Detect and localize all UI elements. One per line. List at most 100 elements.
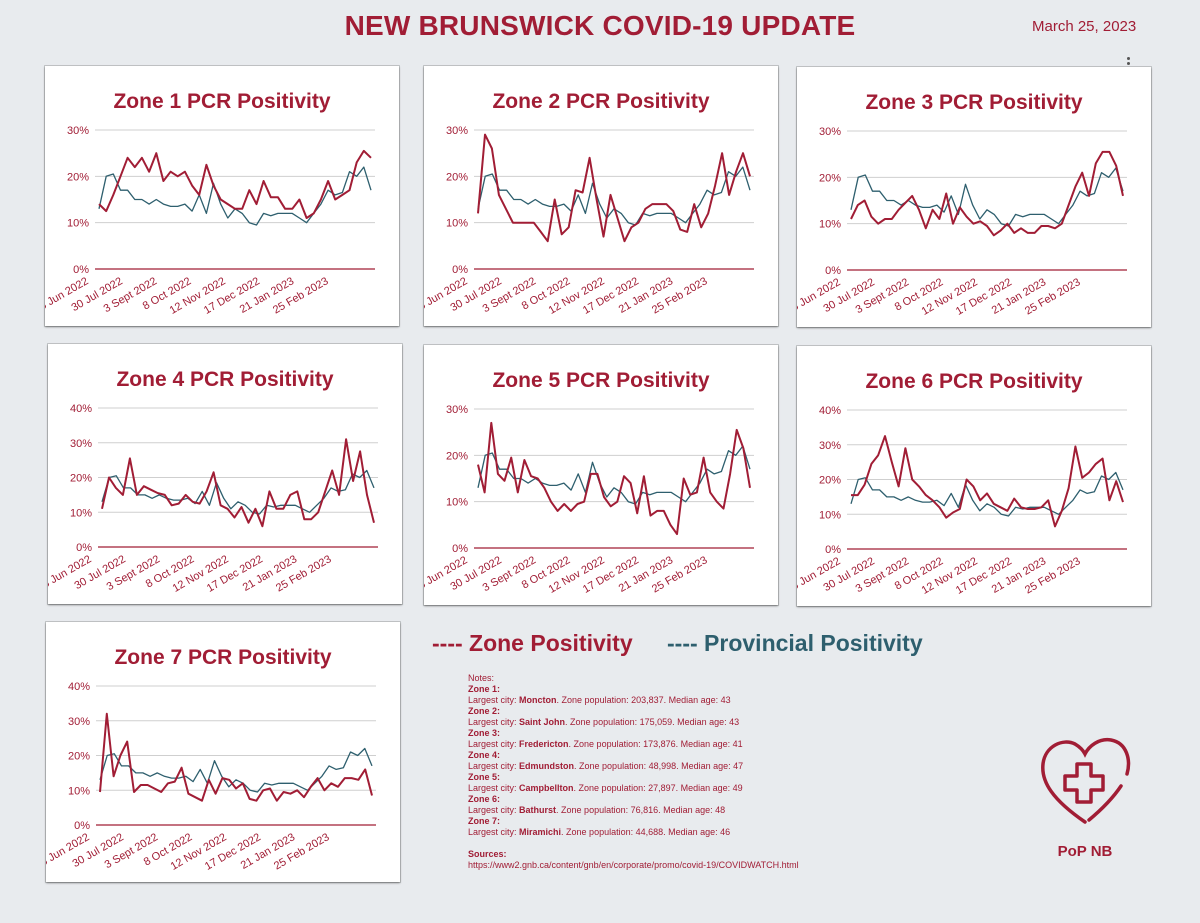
chart-title: Zone 6 PCR Positivity [865, 370, 1082, 393]
notes-zone-detail: Largest city: Miramichi. Zone population… [468, 827, 898, 838]
notes-zone-7: Zone 7: Largest city: Miramichi. Zone po… [468, 816, 898, 838]
provincial-positivity-line [477, 445, 751, 505]
chart-card-zone-4: Zone 4 PCR Positivity 0% 10% 20% 30% 40% 25 Ju… [48, 344, 402, 604]
y-tick-label: 0% [825, 544, 841, 556]
notes-city: Miramichi [519, 827, 562, 837]
notes-city: Saint John [519, 717, 566, 727]
provincial-positivity-line [101, 469, 375, 515]
notes-zone-label: Zone 3: [468, 728, 501, 738]
y-tick-label: 0% [76, 542, 92, 554]
notes-panel: Notes: Zone 1: Largest city: Moncton. Zo… [468, 673, 898, 871]
chart-title: Zone 3 PCR Positivity [865, 91, 1082, 114]
y-tick-label: 30% [68, 716, 90, 728]
notes-zone-detail: Largest city: Saint John. Zone populatio… [468, 717, 898, 728]
notes-zone-label: Zone 4: [468, 750, 501, 760]
zone-positivity-line [477, 421, 751, 536]
y-tick-label: 30% [446, 404, 468, 416]
notes-prefix: Largest city: [468, 739, 520, 749]
chart-card-zone-3: Zone 3 PCR Positivity 0% 10% 20% 30% 25 Jun 2… [797, 67, 1151, 327]
provincial-positivity-line [850, 167, 1124, 227]
y-tick-label: 20% [68, 751, 90, 763]
y-tick-label: 20% [446, 171, 468, 183]
notes-city: Bathurst [519, 805, 557, 815]
notes-zone-detail: Largest city: Edmundston. Zone populatio… [468, 761, 898, 772]
notes-suffix: . Zone population: 173,876. Median age: … [568, 739, 743, 749]
chart-card-zone-7: Zone 7 PCR Positivity 0% 10% 20% 30% 40% 25 Ju… [46, 622, 400, 882]
y-tick-label: 0% [452, 543, 468, 555]
notes-zone-detail: Largest city: Fredericton. Zone populati… [468, 739, 898, 750]
chart-card-zone-2: Zone 2 PCR Positivity 0% 10% 20% 30% 25 Jun 2… [424, 66, 778, 326]
notes-suffix: . Zone population: 48,998. Median age: 4… [574, 761, 744, 771]
notes-prefix: Largest city: [468, 717, 520, 727]
legend-zone-positivity: ---- Zone Positivity [432, 630, 633, 656]
y-tick-label: 10% [819, 219, 841, 231]
chart-title: Zone 2 PCR Positivity [492, 90, 709, 113]
y-tick-label: 40% [70, 403, 92, 415]
sources-link[interactable]: https://www2.gnb.ca/content/gnb/en/corpo… [468, 860, 799, 870]
notes-suffix: . Zone population: 175,059. Median age: … [565, 717, 740, 727]
provincial-positivity-line [850, 471, 1124, 517]
notes-suffix: . Zone population: 27,897. Median age: 4… [573, 783, 743, 793]
y-tick-label: 10% [446, 497, 468, 509]
page-title: NEW BRUNSWICK COVID-19 UPDATE [344, 10, 856, 41]
notes-heading: Notes: [468, 673, 495, 683]
provincial-positivity-line [98, 166, 372, 226]
notes-zone-1: Zone 1: Largest city: Moncton. Zone popu… [468, 684, 898, 706]
y-tick-label: 40% [68, 681, 90, 693]
notes-city: Edmundston [519, 761, 575, 771]
chart-title: Zone 5 PCR Positivity [492, 369, 709, 392]
notes-city: Moncton [519, 695, 557, 705]
y-tick-label: 20% [819, 475, 841, 487]
notes-zone-detail: Largest city: Bathurst. Zone population:… [468, 805, 898, 816]
zone-positivity-line [477, 133, 751, 243]
y-tick-label: 30% [446, 125, 468, 137]
y-tick-label: 30% [819, 126, 841, 138]
legend-provincial-positivity: ---- Provincial Positivity [667, 630, 923, 656]
notes-prefix: Largest city: [468, 827, 520, 837]
y-tick-label: 30% [67, 125, 89, 137]
notes-zone-5: Zone 5: Largest city: Campbellton. Zone … [468, 772, 898, 794]
y-tick-label: 10% [446, 218, 468, 230]
y-tick-label: 30% [70, 438, 92, 450]
zone-positivity-line [99, 712, 373, 802]
zone-positivity-line [850, 150, 1124, 237]
chart-title: Zone 7 PCR Positivity [114, 646, 331, 669]
chart-card-zone-1: Zone 1 PCR Positivity 0% 10% 20% 30% 25 Jun 2… [45, 66, 399, 326]
y-tick-label: 0% [825, 265, 841, 277]
notes-zone-label: Zone 6: [468, 794, 501, 804]
y-tick-label: 10% [68, 785, 90, 797]
y-tick-label: 20% [819, 172, 841, 184]
notes-zone-label: Zone 7: [468, 816, 501, 826]
notes-zone-detail: Largest city: Campbellton. Zone populati… [468, 783, 898, 794]
y-tick-label: 30% [819, 440, 841, 452]
y-tick-label: 20% [446, 450, 468, 462]
y-tick-label: 20% [70, 473, 92, 485]
zone-positivity-line [98, 149, 372, 219]
zone-positivity-line [851, 435, 1124, 528]
notes-zone-detail: Largest city: Moncton. Zone population: … [468, 695, 898, 706]
chart-title: Zone 4 PCR Positivity [116, 368, 333, 391]
notes-city: Fredericton [519, 739, 569, 749]
notes-prefix: Largest city: [468, 761, 520, 771]
notes-prefix: Largest city: [468, 805, 520, 815]
zone-positivity-line [101, 438, 375, 528]
provincial-positivity-line [99, 747, 373, 793]
y-tick-label: 40% [819, 405, 841, 417]
chart-legend: ---- Zone Positivity ---- Provincial Pos… [432, 630, 923, 657]
notes-suffix: . Zone population: 44,688. Median age: 4… [561, 827, 731, 837]
chart-title: Zone 1 PCR Positivity [113, 90, 330, 113]
provincial-positivity-line [477, 166, 751, 226]
notes-city: Campbellton [519, 783, 574, 793]
sources-label: Sources: [468, 849, 507, 859]
chart-card-zone-5: Zone 5 PCR Positivity 0% 10% 20% 30% 25 Jun 2… [424, 345, 778, 605]
y-tick-label: 20% [67, 171, 89, 183]
notes-zone-6: Zone 6: Largest city: Bathurst. Zone pop… [468, 794, 898, 816]
logo-text: PoP NB [1057, 843, 1113, 860]
